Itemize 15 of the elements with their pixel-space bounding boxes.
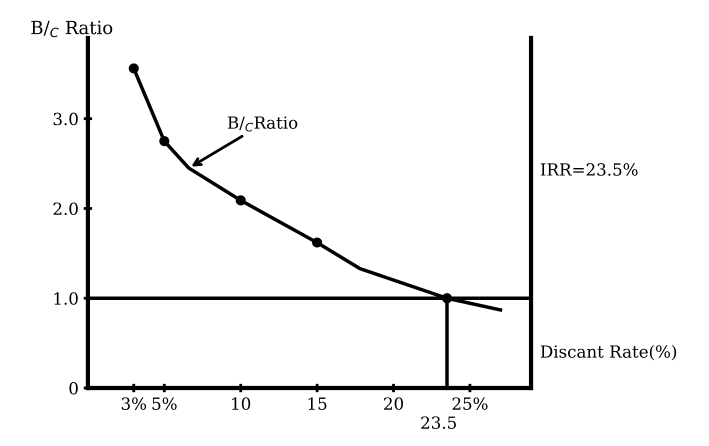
text: IRR=23.5% xyxy=(540,163,638,176)
x-tick-label: 15 xyxy=(308,397,326,410)
y-tick-label: 3.0 xyxy=(54,112,78,126)
y-tick-label: 1.0 xyxy=(54,292,78,305)
x-tick-label: 3% xyxy=(122,397,146,410)
y-tick-label: 0 xyxy=(69,382,78,395)
y-axis-title: B/$_{C}$ Ratio xyxy=(31,20,112,38)
ref-line-label: 23.5 xyxy=(421,416,456,429)
x-tick-label: 25% xyxy=(452,397,488,410)
y-tick-label: 2.0 xyxy=(54,202,78,216)
x-tick-label: 5% xyxy=(152,397,177,410)
annotation: B/$_{C}$Ratio xyxy=(228,116,298,132)
x-tick-label: 20 xyxy=(384,397,404,410)
x-tick-label: 10 xyxy=(232,397,250,410)
x-axis-title: Discant Rate(%) xyxy=(540,344,676,360)
